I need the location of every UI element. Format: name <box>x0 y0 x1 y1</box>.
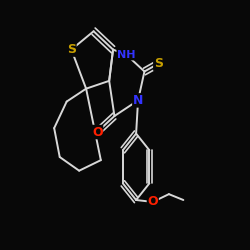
Text: N: N <box>133 94 143 107</box>
Text: S: S <box>67 43 76 56</box>
Text: NH: NH <box>117 50 136 60</box>
Text: O: O <box>148 196 158 208</box>
Text: S: S <box>154 57 163 70</box>
Text: O: O <box>92 126 102 138</box>
